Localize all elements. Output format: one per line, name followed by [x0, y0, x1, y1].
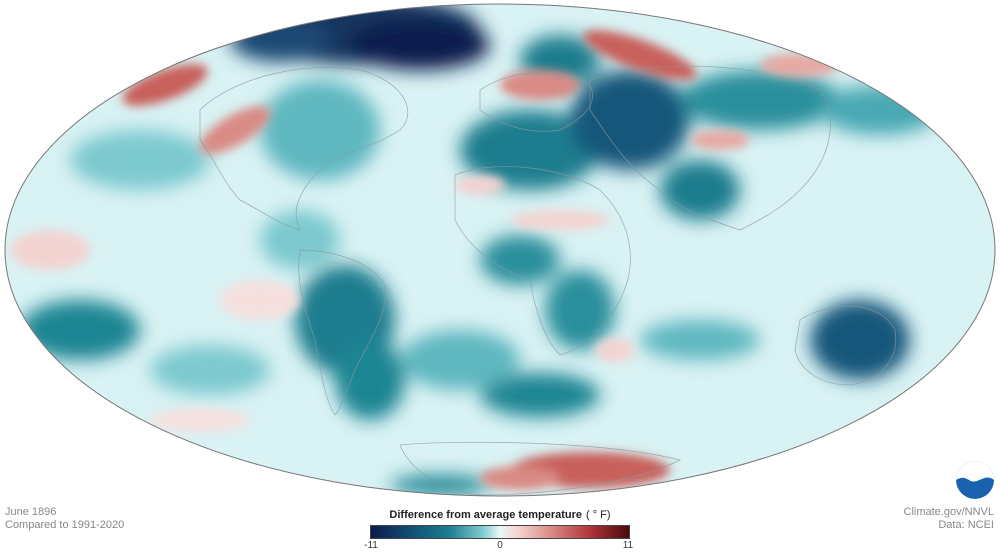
- credit-data: Data: NCEI: [938, 519, 994, 531]
- legend-title: Difference from average temperature: [389, 509, 582, 521]
- asia-outline: [589, 65, 831, 231]
- anomaly-field: [5, 4, 995, 496]
- cold-anomalies: [20, 4, 940, 495]
- legend-min-label: -11: [364, 540, 378, 551]
- south-america-outline: [298, 249, 387, 416]
- legend-max-label: 11: [622, 540, 634, 551]
- legend-mid-label: 0: [497, 540, 503, 551]
- credits: Climate.gov/NNVL Data: NCEI: [904, 506, 994, 532]
- north-america-outline: [199, 67, 409, 231]
- antarctica-outline: [399, 441, 682, 496]
- map-info: June 1896 Compared to 1991-2020: [5, 506, 124, 532]
- credit-source: Climate.gov/NNVL: [903, 506, 994, 518]
- australia-outline: [794, 305, 897, 386]
- legend-title-row: Difference from average temperature ( ° F…: [370, 509, 630, 522]
- globe-outline: [4, 3, 996, 497]
- color-legend: Difference from average temperature ( ° F…: [364, 509, 634, 552]
- europe-outline: [479, 71, 593, 132]
- noaa-logo-text: NOAA: [965, 472, 984, 479]
- africa-outline: [454, 166, 631, 356]
- legend-color-bar: [370, 525, 630, 539]
- map-date: June 1896: [5, 506, 57, 518]
- map-baseline: Compared to 1991-2020: [5, 519, 125, 531]
- legend-ticks: -11 0 11: [364, 540, 634, 552]
- warm-anomalies: [10, 30, 840, 490]
- continent-outlines: [199, 65, 897, 496]
- noaa-logo: NOAA: [956, 461, 994, 499]
- temperature-anomaly-map: [4, 3, 996, 497]
- legend-unit: ( ° F): [586, 509, 611, 521]
